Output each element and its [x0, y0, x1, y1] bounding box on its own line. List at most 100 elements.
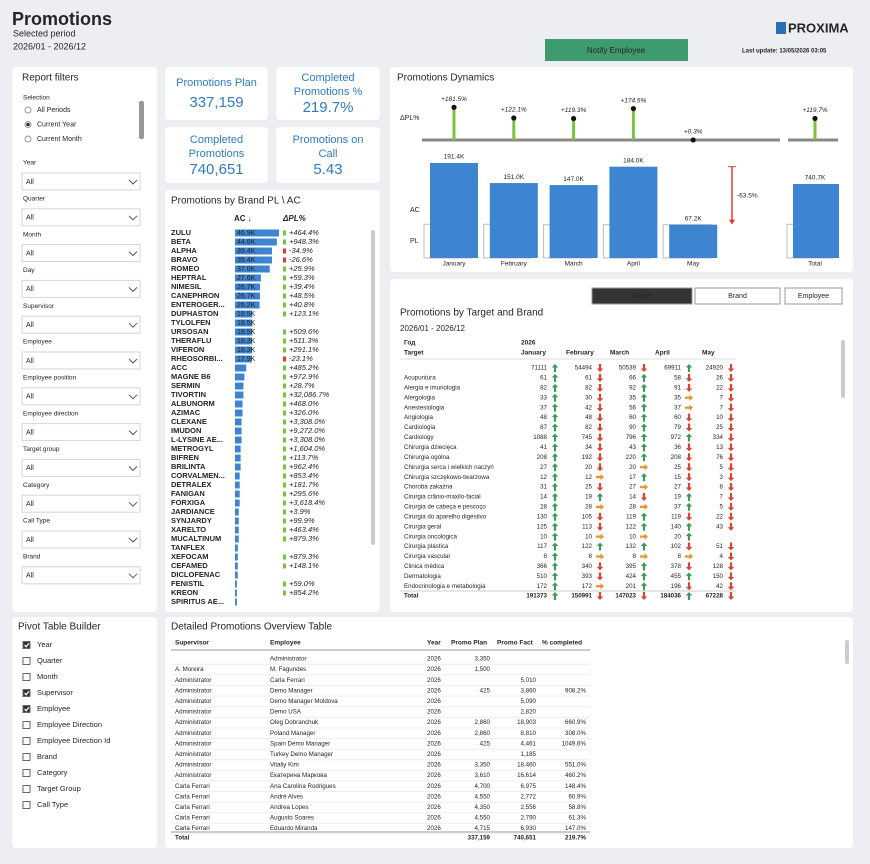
- delta-label: +291.1%: [289, 345, 319, 354]
- delta-dot: [571, 115, 577, 122]
- dropdown[interactable]: [21, 494, 141, 513]
- chevron: [128, 430, 138, 436]
- change-arrow-head: [729, 219, 735, 225]
- checkbox[interactable]: [22, 785, 31, 793]
- checkbox[interactable]: [22, 769, 31, 777]
- checkbox[interactable]: [22, 801, 31, 809]
- delta-label: +3,618.4%: [289, 498, 325, 507]
- cell: 35: [674, 394, 681, 401]
- cell: 7: [720, 394, 724, 401]
- tab[interactable]: [784, 287, 843, 305]
- dropdown[interactable]: [21, 315, 141, 334]
- radio[interactable]: [24, 135, 32, 143]
- tab[interactable]: [591, 287, 693, 305]
- checkbox-label: Target Group: [37, 784, 81, 793]
- dropdown[interactable]: [21, 387, 141, 406]
- dropdown[interactable]: [21, 244, 141, 263]
- delta-indicator: [283, 383, 286, 389]
- cell: 972: [671, 434, 682, 441]
- cell: 28: [629, 504, 636, 511]
- dropdown[interactable]: [21, 566, 141, 585]
- scrollbar: [371, 230, 375, 545]
- cell: 2026: [427, 666, 441, 673]
- delta-indicator: [283, 230, 286, 236]
- delta-indicator: [283, 500, 286, 506]
- bar: [235, 337, 253, 345]
- checkbox-label: Quarter: [37, 656, 63, 665]
- trend-arrow: [640, 522, 648, 531]
- column-header: ΔPL%: [282, 214, 306, 223]
- cell: 50539: [619, 365, 637, 372]
- checkbox[interactable]: [22, 753, 31, 761]
- delta-label: +464.4%: [289, 228, 319, 237]
- scrollbar: [139, 101, 144, 139]
- dropdown[interactable]: [21, 172, 141, 191]
- trend-arrow: [727, 413, 735, 422]
- delta-indicator: [283, 401, 286, 407]
- cell: 5,090: [521, 698, 537, 705]
- value-label: 44.6K: [237, 239, 256, 246]
- brand-label: SPIRITUS AE...: [171, 597, 224, 606]
- target-label: Total: [404, 593, 419, 600]
- dropdown[interactable]: [21, 351, 141, 370]
- cell: 140: [671, 523, 682, 530]
- trend-arrow: [727, 463, 735, 472]
- cell: 69911: [664, 365, 681, 372]
- cell: 119: [626, 513, 636, 520]
- brand-label: URSOSAN: [171, 327, 209, 336]
- checkbox[interactable]: [22, 689, 31, 697]
- delta-label: +511.3%: [289, 336, 319, 345]
- last-update: Last update: 13/05/2026 03:05: [742, 49, 827, 55]
- checkbox[interactable]: [22, 721, 31, 729]
- dropdown[interactable]: [21, 458, 141, 477]
- brand-label: SERMIN: [171, 381, 200, 390]
- target-label: Chirurgia serca i wielkich naczyń: [404, 464, 494, 471]
- cell: 510: [537, 573, 548, 580]
- header: Employee: [270, 640, 301, 647]
- delta-label: +119.7%: [802, 107, 828, 114]
- cell: 61: [585, 375, 592, 382]
- cell: 20: [629, 464, 636, 471]
- delta-label: +962.4%: [289, 462, 319, 471]
- trend-arrow: [640, 433, 648, 442]
- tab[interactable]: [694, 287, 781, 305]
- trend-arrow: [551, 373, 559, 382]
- dropdown[interactable]: [21, 208, 141, 227]
- cell: 2026: [427, 730, 441, 737]
- cell: 82: [585, 424, 592, 431]
- delta-label: +972.9%: [289, 372, 319, 381]
- cell: 3,350: [475, 656, 491, 663]
- change-label: -63.5%: [737, 192, 758, 199]
- target-label: Dermatologia: [404, 573, 441, 580]
- checkbox[interactable]: [22, 673, 31, 681]
- notify-button[interactable]: [545, 39, 688, 61]
- dropdown[interactable]: [21, 279, 141, 298]
- delta-label: +181.5%: [441, 96, 467, 103]
- checkbox[interactable]: [22, 705, 31, 713]
- target-label: Alergologia: [404, 394, 436, 401]
- trend-arrow: [685, 463, 693, 472]
- brand-label: DUPHASTON: [171, 309, 218, 318]
- bar: [235, 256, 272, 264]
- delta-indicator: [283, 266, 286, 272]
- trend-arrow: [640, 592, 648, 600]
- radio[interactable]: [24, 106, 32, 114]
- trend-arrow: [727, 522, 735, 531]
- checkbox[interactable]: [22, 657, 31, 665]
- checkbox[interactable]: [22, 737, 31, 745]
- chevron: [128, 573, 138, 579]
- cell: Augusto Soares: [270, 815, 314, 822]
- cell: 67228: [706, 593, 724, 600]
- cell: 8: [633, 553, 637, 560]
- checkbox[interactable]: [22, 641, 31, 649]
- checkbox-label: Supervisor: [37, 688, 73, 697]
- dropdown[interactable]: [21, 530, 141, 549]
- delta-indicator: [283, 293, 286, 299]
- cell: A. Moreira: [175, 666, 204, 673]
- trend-arrow: [640, 503, 648, 511]
- cell: Administrator: [175, 709, 211, 716]
- cell: 132: [626, 543, 637, 550]
- ac-bar: [609, 166, 658, 258]
- cell: 42: [716, 583, 723, 590]
- dropdown[interactable]: [21, 423, 141, 442]
